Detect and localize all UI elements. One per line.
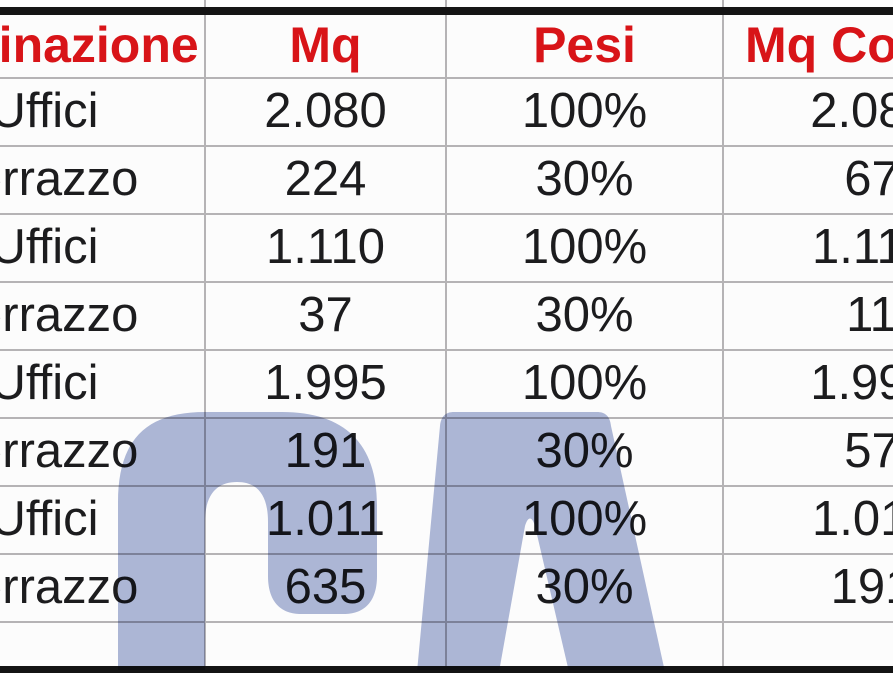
header-destinazione: Destinazione [0, 17, 199, 73]
table-row: Uffici 1.995 100% 1.995 [0, 351, 893, 419]
table-outer-border-top [0, 7, 893, 15]
sliver-cell [445, 0, 722, 7]
cell-pesi: 30% [445, 555, 722, 621]
cell-destinazione: Terrazzo [0, 560, 139, 614]
cell-mq: 191 [204, 419, 445, 485]
table-row: Uffici 1.011 100% 1.011 [0, 487, 893, 555]
cell-mq: 635 [204, 555, 445, 621]
cell-mq: 37 [204, 283, 445, 349]
table-row: Uffici 2.080 100% 2.080 [0, 79, 893, 147]
table-row: Terrazzo 635 30% 191 [0, 555, 893, 623]
empty-cell [722, 623, 893, 666]
cell-pesi: 100% [445, 351, 722, 417]
cell-mq-commerciali: 67 [722, 147, 893, 213]
cell-mq-commerciali: 1.995 [722, 351, 893, 417]
cell-destinazione: Terrazzo [0, 288, 139, 342]
table-header-row: Destinazione Mq Pesi Mq Commerciali [0, 15, 893, 79]
cell-mq: 1.011 [204, 487, 445, 553]
sliver-cell [204, 0, 445, 7]
cell-mq-commerciali: 57 [722, 419, 893, 485]
cell-destinazione: Uffici [0, 220, 99, 274]
cell-pesi: 100% [445, 215, 722, 281]
cell-mq-commerciali: 1.110 [722, 215, 893, 281]
table-row: Terrazzo 224 30% 67 [0, 147, 893, 215]
cell-destinazione: Uffici [0, 356, 99, 410]
empty-cell [0, 623, 204, 666]
cell-mq-commerciali: 11 [722, 283, 893, 349]
cell-mq: 224 [204, 147, 445, 213]
empty-cell [445, 623, 722, 666]
table-row: Terrazzo 37 30% 11 [0, 283, 893, 351]
cell-mq-commerciali: 191 [722, 555, 893, 621]
cell-pesi: 100% [445, 487, 722, 553]
cell-destinazione: Terrazzo [0, 424, 139, 478]
header-pesi: Pesi [445, 15, 722, 77]
cell-destinazione: Uffici [0, 84, 99, 138]
header-mq-commerciali: Mq Commerciali [722, 15, 893, 77]
table-top-sliver [0, 0, 893, 7]
table-row: Uffici 1.110 100% 1.110 [0, 215, 893, 283]
table-empty-row [0, 623, 893, 666]
cell-mq-commerciali: 1.011 [722, 487, 893, 553]
cell-pesi: 100% [445, 79, 722, 145]
cell-pesi: 30% [445, 283, 722, 349]
table-row: Terrazzo 191 30% 57 [0, 419, 893, 487]
cell-destinazione: Uffici [0, 492, 99, 546]
cell-pesi: 30% [445, 419, 722, 485]
cell-mq-commerciali: 2.080 [722, 79, 893, 145]
empty-cell [204, 623, 445, 666]
sliver-cell [722, 0, 893, 7]
sliver-cell [0, 0, 204, 7]
cell-mq: 1.110 [204, 215, 445, 281]
header-mq: Mq [204, 15, 445, 77]
cell-mq: 2.080 [204, 79, 445, 145]
cell-pesi: 30% [445, 147, 722, 213]
cell-mq: 1.995 [204, 351, 445, 417]
cell-destinazione: Terrazzo [0, 152, 139, 206]
